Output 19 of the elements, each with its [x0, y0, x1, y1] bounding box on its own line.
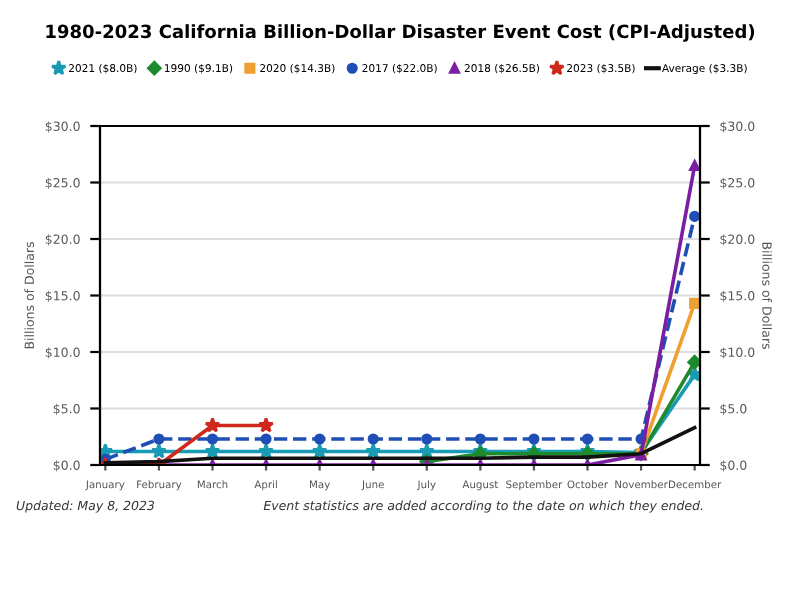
point [314, 433, 326, 445]
point [474, 433, 486, 445]
point [689, 210, 700, 222]
point [689, 159, 700, 172]
point [150, 443, 167, 459]
point [528, 433, 540, 445]
chart-title: 1980-2023 California Billion-Dollar Disaster Event Cost (CPI-Adjusted) [46, 24, 755, 42]
point [687, 354, 700, 370]
point [260, 433, 272, 445]
point [204, 417, 221, 433]
point [153, 433, 165, 445]
point [581, 433, 594, 445]
point [206, 433, 219, 445]
point [689, 297, 700, 309]
point [258, 417, 275, 433]
point [204, 443, 221, 459]
point [367, 433, 379, 445]
point [421, 433, 433, 445]
line-series [103, 425, 697, 465]
